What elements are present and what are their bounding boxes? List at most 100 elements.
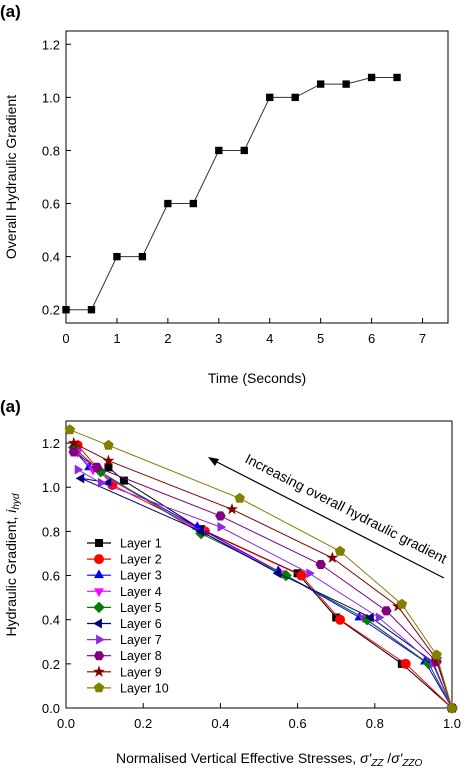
- x-axis-title-sigma: σ': [360, 750, 372, 766]
- legend-item: Layer 4: [87, 585, 162, 599]
- legend-item: Layer 7: [87, 633, 162, 647]
- legend-item: Layer 2: [87, 553, 162, 567]
- series-layer-10: [64, 424, 458, 713]
- x-axis-title-sub2: ZZO: [401, 758, 422, 769]
- bottom-y-tick-label: 0.6: [42, 569, 60, 584]
- data-point: [393, 73, 401, 82]
- bottom-y-tick-label: 1.0: [42, 480, 60, 495]
- top-y-tick-label: 1.2: [42, 37, 60, 52]
- data-point: [316, 80, 325, 88]
- data-point: [62, 306, 70, 314]
- data-point: [64, 424, 76, 435]
- legend-marker: [94, 588, 104, 597]
- bottom-y-tick-label: 0.2: [42, 657, 60, 672]
- legend-item: Layer 6: [87, 617, 162, 631]
- data-point: [113, 252, 121, 261]
- legend-marker: [93, 651, 105, 661]
- top-y-tick-label: 0.8: [42, 143, 60, 158]
- x-axis-title-slash: /: [383, 750, 391, 766]
- legend-marker: [96, 634, 105, 645]
- legend-item: Layer 3: [87, 569, 162, 583]
- data-point: [215, 511, 226, 521]
- top-y-tick-label: 0.6: [42, 197, 60, 212]
- bottom-y-tick-label: 0.4: [42, 613, 60, 628]
- top-x-tick-label: 0: [62, 331, 69, 346]
- panel-label-top: (a): [0, 2, 21, 21]
- chart-stress-gradient: (a) 0.0 0.2 0.4 0.6 0.8 1.0 0.0 0.2 0.4 0.6 0.8 1.0…: [0, 397, 461, 769]
- top-y-tick-label: 1.0: [42, 90, 60, 105]
- legend: Layer 1 Layer 2 Layer 3 Layer 4 Layer 5 Layer…: [87, 537, 169, 695]
- top-x-tick-label: 2: [164, 331, 171, 346]
- legend-label: Layer 7: [120, 633, 162, 647]
- data-point: [266, 93, 274, 102]
- top-x-tick-label: 7: [419, 331, 426, 346]
- x-axis-title-sub1: ZZ: [370, 758, 384, 769]
- legend-label: Layer 2: [120, 553, 162, 567]
- legend-label: Layer 4: [120, 585, 162, 599]
- y-axis-title-bottom: Hydraulic Gradient, ihyd: [3, 493, 22, 636]
- data-point: [306, 568, 315, 579]
- y-axis-title-top: Overall Hydraulic Gradient: [3, 95, 19, 259]
- data-point: [291, 93, 299, 102]
- x-axis-title-bottom: Normalised Vertical Effective Stresses, …: [116, 750, 423, 769]
- legend-marker: [94, 554, 104, 565]
- data-point: [280, 569, 292, 582]
- data-point: [104, 463, 113, 472]
- legend-item: Layer 1: [87, 537, 162, 551]
- data-point: [195, 526, 204, 537]
- x-axis-title-top: Time (Seconds): [208, 370, 306, 386]
- legend-marker: [95, 539, 103, 547]
- data-point: [138, 252, 147, 261]
- data-point: [335, 614, 346, 625]
- bottom-x-tick-label: 0.4: [211, 716, 229, 731]
- legend-marker: [93, 601, 105, 614]
- series-line: [66, 77, 398, 311]
- data-point: [215, 146, 223, 155]
- data-point: [103, 439, 114, 450]
- data-point: [342, 80, 350, 88]
- legend-item: Layer 9: [87, 665, 162, 679]
- data-point: [91, 462, 103, 472]
- top-x-tick-label: 1: [113, 331, 120, 346]
- data-point: [315, 560, 326, 569]
- x-axis-title-sigma2: σ': [391, 750, 403, 766]
- data-point: [97, 477, 107, 488]
- bottom-y-tick-label: 1.2: [42, 436, 60, 451]
- legend-label: Layer 5: [120, 601, 162, 615]
- bottom-x-tick-label: 0.8: [366, 716, 384, 731]
- top-x-tick-label: 4: [266, 331, 273, 346]
- data-point: [102, 477, 112, 488]
- data-point: [75, 473, 85, 484]
- legend-item: Layer 8: [87, 649, 162, 663]
- bottom-x-tick-label: 0.2: [134, 716, 152, 731]
- legend-label: Layer 3: [120, 569, 162, 583]
- data-point: [67, 436, 80, 449]
- legend-label: Layer 1: [120, 537, 162, 551]
- data-point: [226, 503, 238, 515]
- bottom-x-tick-label: 0.6: [289, 716, 307, 731]
- data-point: [375, 612, 385, 623]
- data-point: [87, 306, 96, 314]
- data-point: [189, 199, 198, 208]
- legend-marker: [93, 682, 105, 693]
- bottom-y-tick-label: 0.0: [42, 701, 60, 716]
- legend-item: Layer 5: [87, 601, 162, 615]
- annotation-arrow: [208, 457, 445, 579]
- data-point: [240, 146, 248, 155]
- legend-label: Layer 6: [120, 617, 162, 631]
- top-y-tick-label: 0.2: [42, 303, 60, 318]
- data-point: [367, 73, 376, 82]
- data-point: [400, 658, 411, 669]
- y-axis-title-i: i: [3, 509, 19, 513]
- top-x-tick-label: 5: [317, 331, 324, 346]
- data-point: [365, 612, 374, 623]
- legend-label: Layer 10: [120, 681, 169, 695]
- data-point: [74, 464, 84, 475]
- y-axis-title-text: Hydraulic Gradient,: [3, 513, 19, 637]
- y-axis-title-sub: hyd: [11, 493, 22, 510]
- data-point: [272, 568, 282, 579]
- bottom-y-tick-label: 0.8: [42, 524, 60, 539]
- data-point: [68, 447, 79, 457]
- data-point: [446, 702, 458, 713]
